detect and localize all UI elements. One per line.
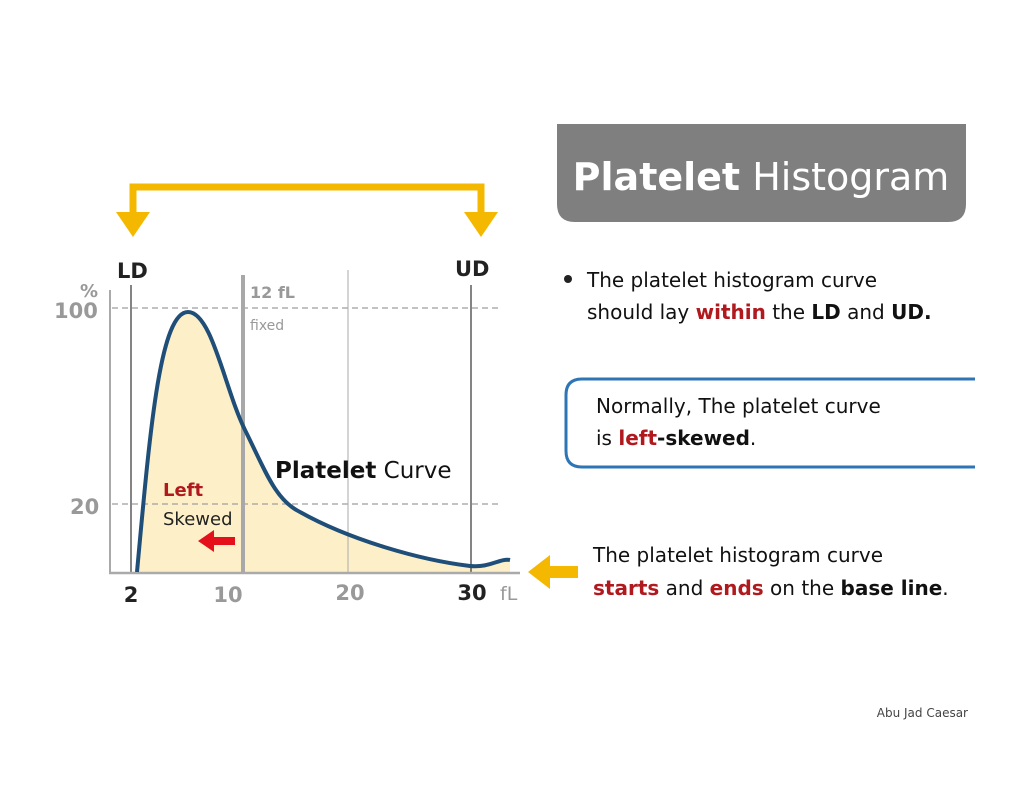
bullet-line: should lay within the LD and UD. [587, 300, 932, 324]
fixed-value-text: 12 fL [250, 283, 295, 302]
run: ends [710, 576, 764, 600]
note-line: is left-skewed. [596, 426, 756, 450]
run: starts [593, 576, 659, 600]
note-box [564, 377, 975, 469]
curve-label: Platelet Curve [275, 458, 452, 484]
fixed-note: fixed [250, 318, 284, 334]
x-unit: fL [500, 583, 518, 605]
dashed-guides [112, 307, 500, 505]
title-box [557, 124, 966, 222]
y-label: 100 [54, 299, 98, 323]
run: . [942, 576, 948, 600]
run: is [596, 426, 612, 450]
skew-label: Skewed [163, 509, 233, 530]
x-label: 2 [124, 583, 139, 607]
note-line: Normally, The platelet curve [596, 394, 881, 418]
x-label: 10 [213, 583, 242, 607]
fixed-value: 12 fL [250, 283, 295, 302]
x-label: 20 [335, 581, 364, 605]
run: should lay [587, 300, 689, 324]
platelet-curve [135, 309, 511, 573]
footer: Abu Jad Caesar [877, 706, 968, 720]
run: UD. [891, 300, 931, 324]
baseline-line: The platelet histogram curve [592, 543, 883, 567]
run: on the [770, 576, 834, 600]
bullet-dot [564, 275, 572, 283]
arrow-head [116, 212, 150, 237]
baseline-arrow [528, 555, 578, 589]
run: left [618, 426, 657, 450]
run: . [750, 426, 756, 450]
range-bracket [129, 183, 485, 214]
run: the [772, 300, 805, 324]
left-arrow [198, 530, 235, 552]
ld-label: LD [117, 259, 148, 283]
run: base line [841, 576, 943, 600]
title: Platelet Histogram [573, 155, 950, 199]
curve-label-rest: Curve [384, 458, 452, 484]
y-label: 20 [70, 495, 99, 519]
bullet-line: The platelet histogram curve [586, 268, 877, 292]
skew-word: Left [163, 480, 204, 501]
curve-label-bold: Platelet [275, 458, 376, 484]
run: and [666, 576, 704, 600]
baseline-line: starts and ends on the base line. [593, 576, 949, 600]
run: LD [811, 300, 840, 324]
run: within [696, 300, 766, 324]
run: and [847, 300, 885, 324]
x-label: 30 [457, 581, 486, 605]
curve-fill [137, 312, 510, 572]
title-rest: Histogram [752, 155, 949, 199]
title-bold: Platelet [573, 155, 740, 199]
arrow-head [464, 212, 498, 237]
y-unit: % [80, 281, 98, 302]
run: -skewed [657, 426, 750, 450]
ud-label: UD [455, 257, 489, 281]
